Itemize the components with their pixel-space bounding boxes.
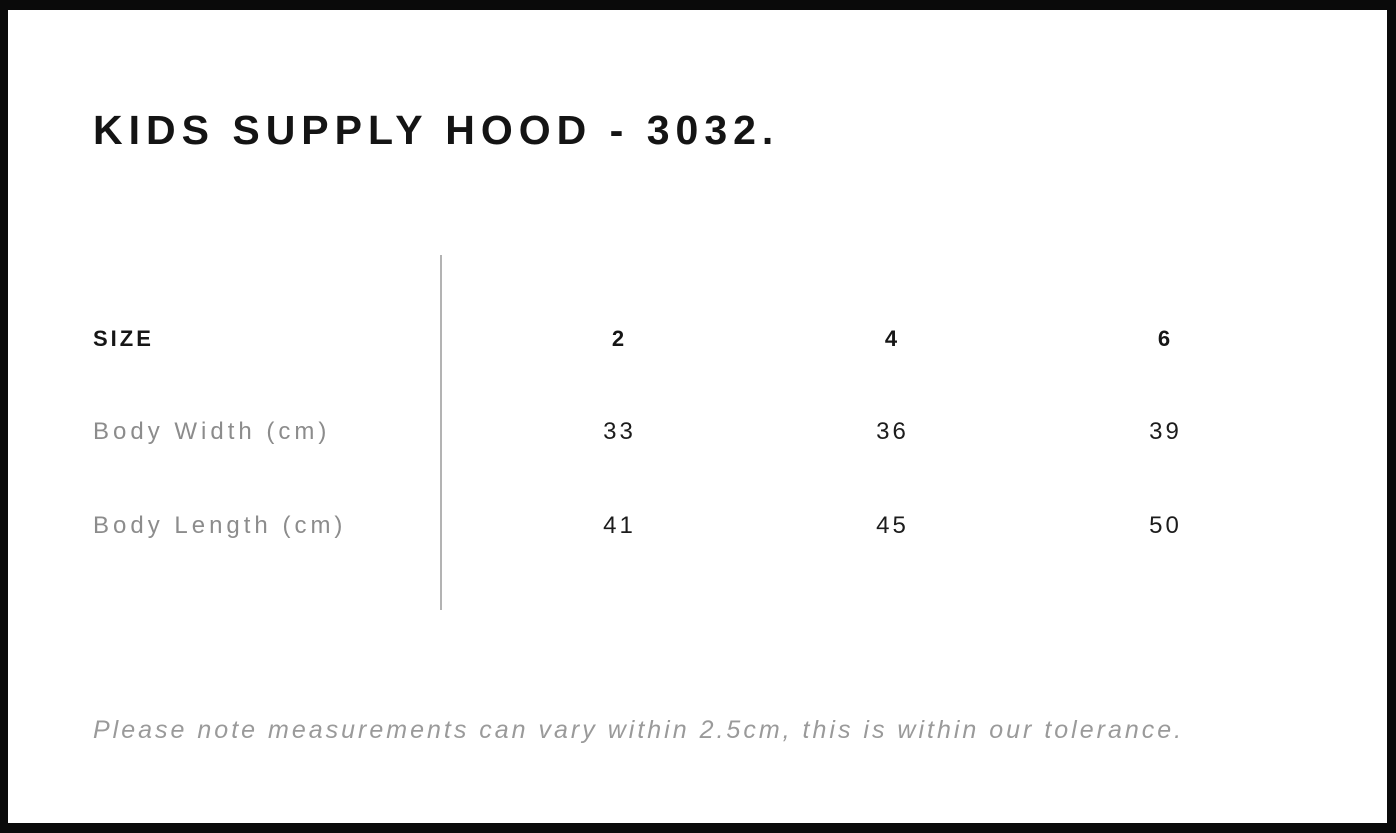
body-width-size4-value: 36: [876, 418, 909, 445]
table-row: Body Width (cm) 33 36 39: [93, 418, 1302, 446]
size-header-2: 2: [611, 326, 628, 351]
body-length-size4-value: 45: [876, 512, 909, 539]
size-header-4: 4: [884, 326, 901, 351]
table-header-row: SIZE 2 4 6: [93, 326, 1302, 352]
table-vertical-divider: [440, 255, 442, 610]
size-column-header: SIZE: [93, 326, 154, 351]
body-width-label: Body Width (cm): [93, 418, 331, 445]
body-width-size2-value: 33: [603, 418, 636, 445]
body-width-size6-value: 39: [1149, 418, 1182, 445]
tolerance-note: Please note measurements can vary within…: [93, 716, 1185, 744]
body-length-size6-value: 50: [1149, 512, 1182, 539]
page-title: KIDS SUPPLY HOOD - 3032.: [93, 107, 780, 153]
body-length-label: Body Length (cm): [93, 512, 347, 539]
table-row: Body Length (cm) 41 45 50: [93, 512, 1302, 540]
body-length-size2-value: 41: [603, 512, 636, 539]
size-header-6: 6: [1157, 326, 1174, 351]
